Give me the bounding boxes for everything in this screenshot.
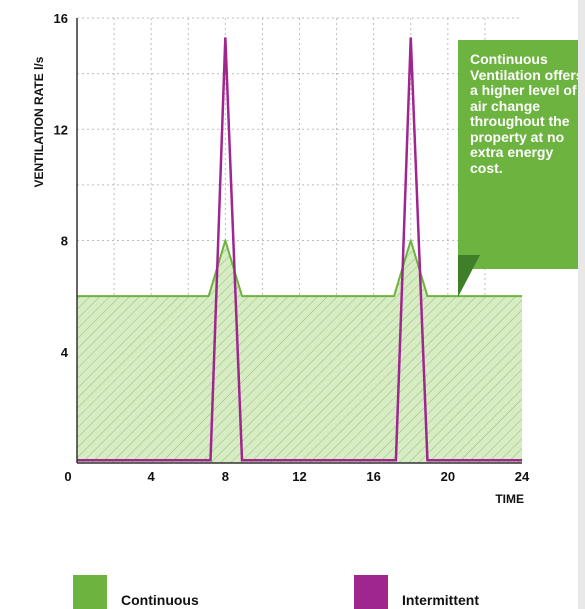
x-tick-label: 20 bbox=[441, 469, 455, 484]
x-axis-title: TIME bbox=[495, 492, 524, 506]
series-continuous-line bbox=[77, 239, 522, 298]
x-tick-label: 16 bbox=[366, 469, 380, 484]
x-tick-label: 24 bbox=[515, 469, 530, 484]
legend-swatch-continuous bbox=[73, 575, 107, 609]
y-tick-label: 16 bbox=[54, 11, 68, 26]
y-axis-title: VENTILATION RATE l/s bbox=[32, 56, 46, 187]
y-tick-label: 4 bbox=[61, 345, 69, 360]
callout-pointer bbox=[458, 255, 480, 297]
y-tick-label: 8 bbox=[61, 234, 68, 249]
series-intermittent-line bbox=[77, 37, 522, 462]
x-tick-label: 4 bbox=[148, 469, 156, 484]
callout-box: Continuous Ventilation offers a higher l… bbox=[458, 40, 585, 269]
x-tick-label: 8 bbox=[222, 469, 229, 484]
scrollbar[interactable] bbox=[578, 0, 585, 609]
legend-label-intermittent: Intermittent bbox=[402, 592, 479, 608]
legend-label-continuous: Continuous bbox=[121, 592, 199, 608]
x-tick-label: 12 bbox=[292, 469, 306, 484]
legend-swatch-intermittent bbox=[354, 575, 388, 609]
y-tick-label: 12 bbox=[54, 122, 68, 137]
x-tick-label: 0 bbox=[64, 469, 71, 484]
